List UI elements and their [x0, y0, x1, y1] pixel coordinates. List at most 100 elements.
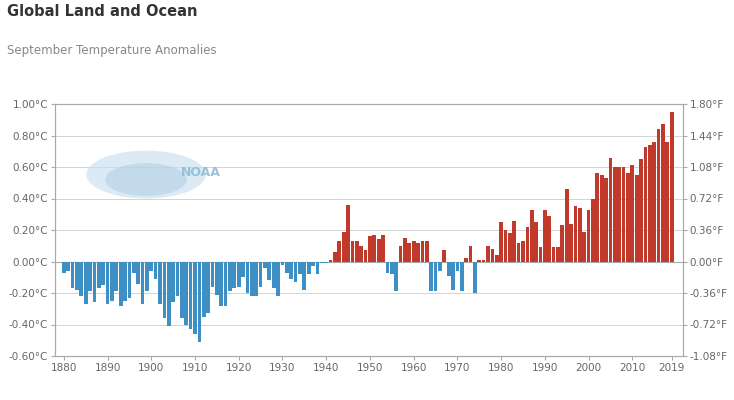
Bar: [377, 240, 380, 262]
Text: NOAA: NOAA: [181, 166, 220, 178]
Bar: [394, 262, 398, 292]
Bar: [128, 262, 131, 298]
Bar: [75, 262, 79, 290]
Bar: [443, 250, 446, 262]
Bar: [578, 208, 582, 262]
Bar: [381, 235, 385, 262]
Bar: [311, 262, 315, 266]
Bar: [241, 262, 245, 277]
Bar: [582, 232, 586, 262]
Bar: [141, 262, 145, 304]
Bar: [294, 262, 297, 282]
Bar: [167, 262, 170, 326]
Bar: [460, 262, 464, 292]
Bar: [666, 142, 669, 262]
Bar: [320, 262, 324, 263]
Bar: [237, 262, 241, 287]
Bar: [526, 227, 529, 262]
Bar: [259, 262, 263, 287]
Bar: [215, 262, 219, 294]
Bar: [154, 262, 158, 279]
Bar: [70, 262, 74, 288]
Bar: [115, 262, 118, 292]
Bar: [255, 262, 258, 296]
Bar: [355, 241, 359, 262]
Bar: [338, 241, 341, 262]
Bar: [644, 146, 647, 262]
Bar: [586, 210, 590, 262]
Bar: [193, 262, 197, 334]
Bar: [653, 142, 656, 262]
Bar: [280, 262, 284, 265]
Bar: [657, 129, 661, 262]
Bar: [565, 189, 569, 262]
Bar: [530, 210, 534, 262]
Bar: [429, 262, 433, 292]
Bar: [600, 175, 603, 262]
Bar: [158, 262, 162, 304]
Bar: [84, 262, 87, 304]
Bar: [613, 167, 617, 262]
Bar: [110, 262, 114, 301]
Bar: [197, 262, 201, 342]
Bar: [302, 262, 306, 290]
Bar: [490, 249, 494, 262]
Bar: [180, 262, 184, 318]
Bar: [512, 220, 516, 262]
Bar: [363, 250, 368, 262]
Bar: [324, 262, 328, 263]
Bar: [171, 262, 175, 302]
Bar: [482, 260, 485, 262]
Circle shape: [105, 163, 187, 196]
Bar: [573, 206, 578, 262]
Bar: [416, 242, 420, 262]
Bar: [119, 262, 123, 306]
Bar: [425, 241, 429, 262]
Bar: [66, 262, 70, 271]
Bar: [250, 262, 254, 296]
Bar: [622, 167, 625, 262]
Bar: [548, 216, 551, 262]
Bar: [219, 262, 223, 306]
Bar: [670, 112, 674, 262]
Bar: [438, 262, 442, 271]
Bar: [561, 225, 564, 262]
Bar: [206, 262, 210, 314]
Bar: [224, 262, 228, 306]
Text: September Temperature Anomalies: September Temperature Anomalies: [7, 44, 217, 57]
Bar: [477, 260, 481, 262]
Bar: [137, 262, 140, 284]
Bar: [272, 262, 275, 288]
Bar: [132, 262, 136, 272]
Bar: [276, 262, 280, 296]
Bar: [608, 158, 612, 262]
Bar: [211, 262, 214, 287]
Bar: [88, 262, 92, 292]
Bar: [591, 198, 595, 262]
Bar: [123, 262, 127, 301]
Bar: [407, 242, 411, 262]
Bar: [106, 262, 109, 304]
Bar: [368, 236, 372, 262]
Bar: [390, 262, 393, 274]
Bar: [521, 241, 525, 262]
Bar: [189, 262, 192, 329]
Bar: [421, 241, 424, 262]
Bar: [447, 262, 451, 276]
Bar: [508, 233, 512, 262]
Bar: [333, 252, 337, 262]
Bar: [517, 242, 520, 262]
Bar: [499, 222, 503, 262]
Bar: [162, 262, 166, 318]
Bar: [62, 262, 65, 272]
Bar: [342, 232, 346, 262]
Bar: [263, 262, 267, 268]
Bar: [661, 124, 665, 262]
Bar: [329, 260, 333, 262]
Bar: [495, 255, 498, 262]
Bar: [346, 205, 350, 262]
Bar: [639, 159, 643, 262]
Bar: [631, 166, 634, 262]
Bar: [617, 167, 621, 262]
Bar: [316, 262, 319, 274]
